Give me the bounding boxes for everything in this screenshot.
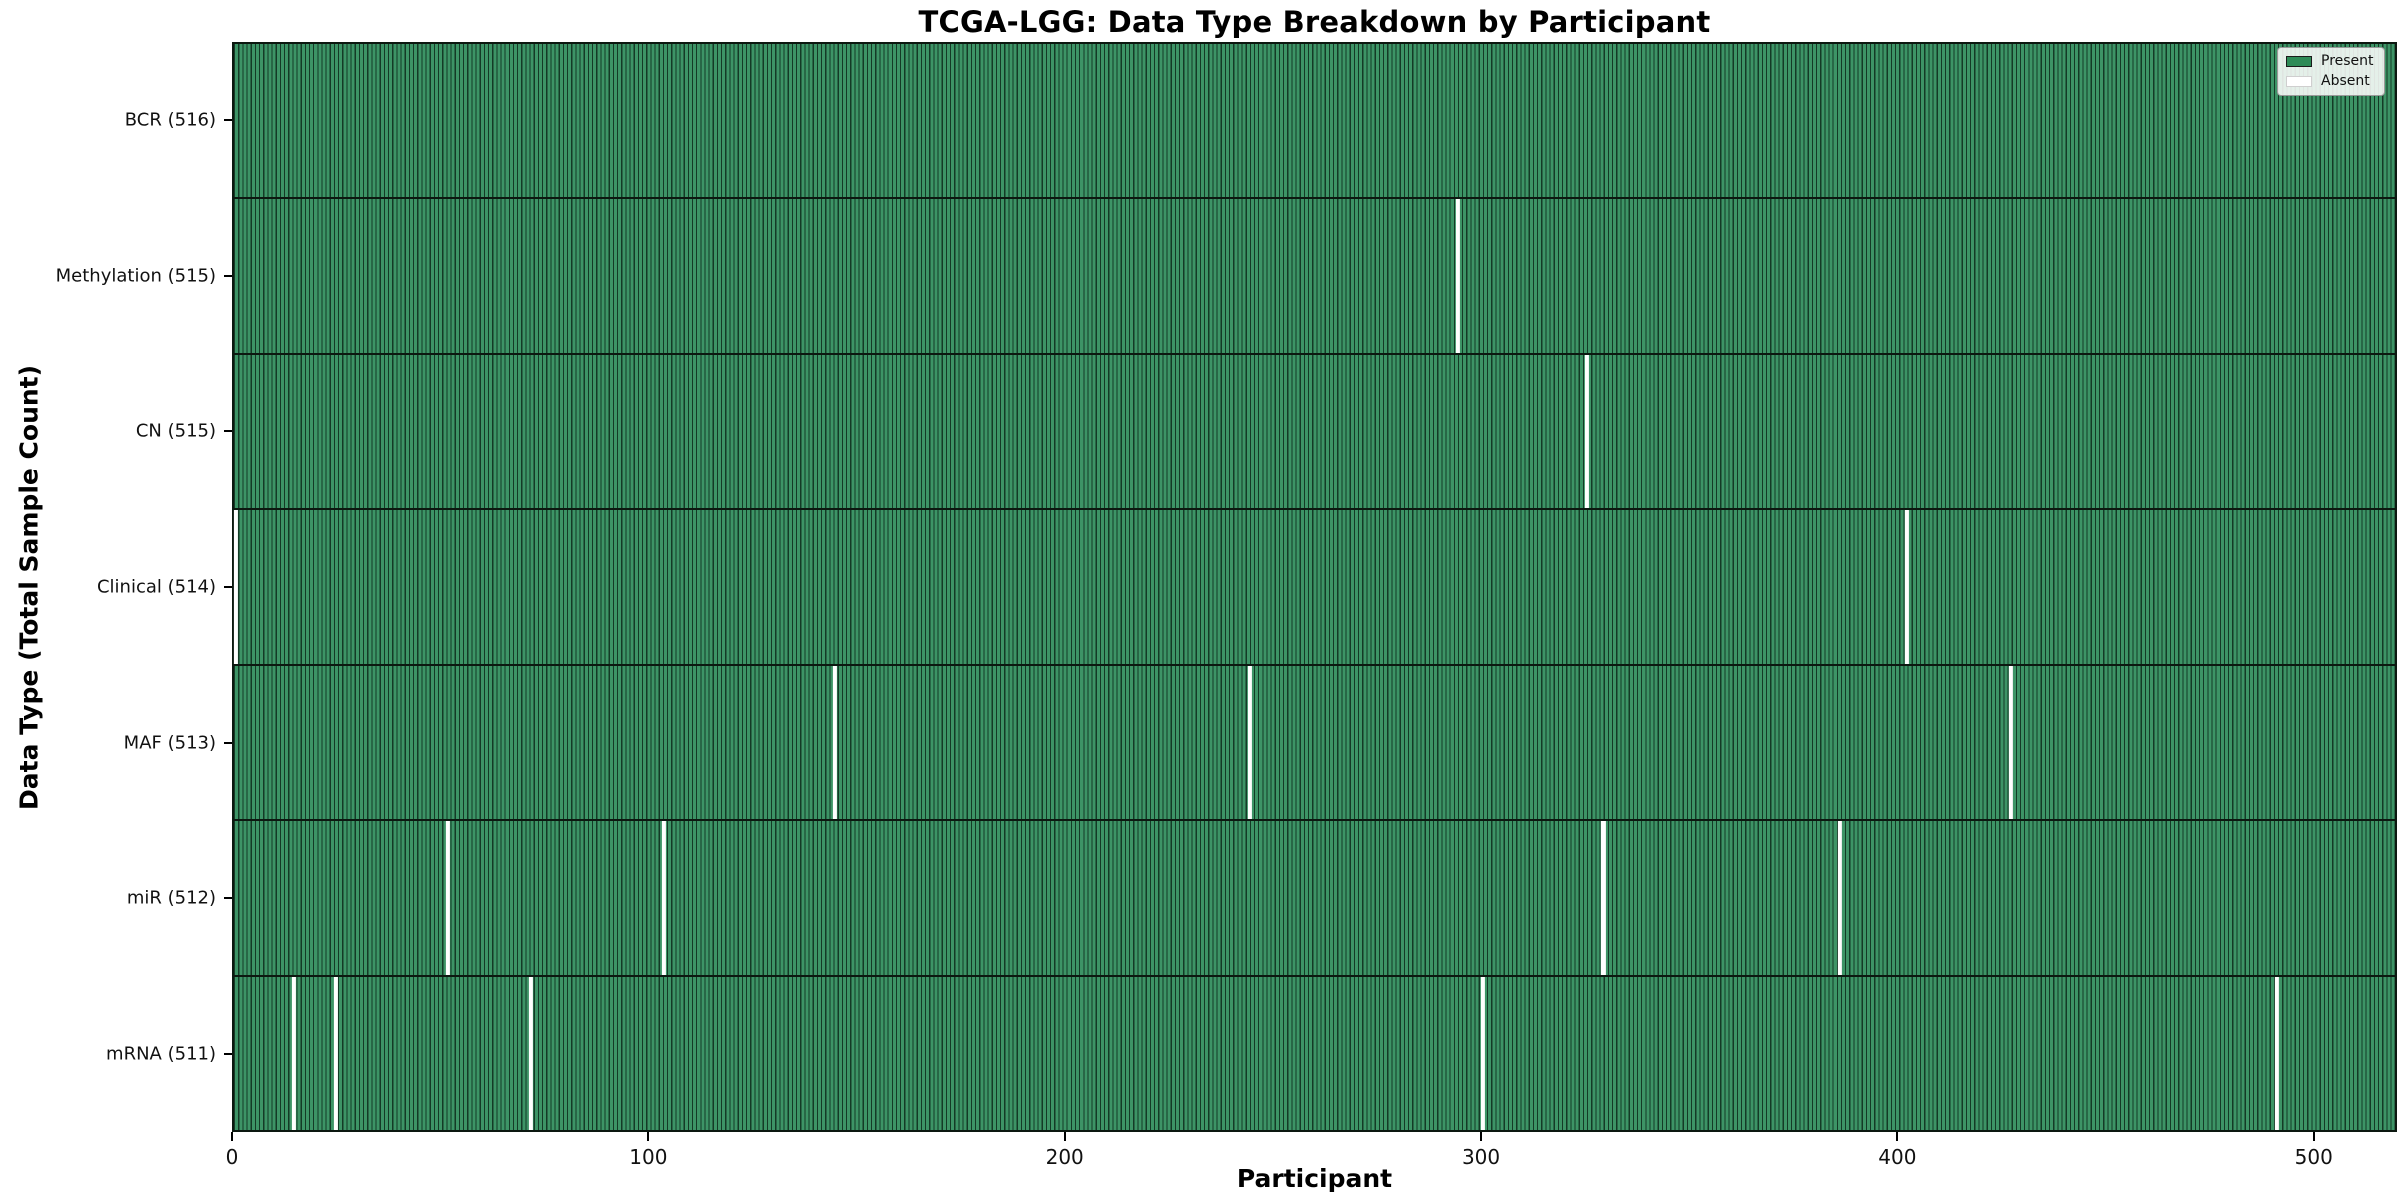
chart-row-BCR: [234, 44, 2395, 198]
absent-line: [292, 976, 297, 1130]
x-tick-label: 0: [225, 1145, 239, 1169]
x-tick-label: 100: [629, 1145, 668, 1169]
absent-line: [1247, 665, 1253, 820]
y-tick-label: mRNA (511): [106, 1043, 216, 1065]
absent-line: [1838, 821, 1843, 975]
y-tick-label: BCR (516): [124, 109, 216, 131]
x-tick-mark: [1063, 1132, 1066, 1141]
x-tick-mark: [1480, 1132, 1483, 1141]
legend-swatch-present: [2286, 55, 2312, 67]
absent-line: [2274, 976, 2279, 1130]
x-tick-mark: [2312, 1132, 2315, 1141]
y-tick-mark: [224, 1053, 232, 1056]
absent-line: [2008, 665, 2013, 820]
x-tick-label: 400: [1878, 1145, 1917, 1169]
y-tick-mark: [224, 430, 232, 433]
absent-line: [662, 821, 667, 975]
legend-entry-absent: Absent: [2286, 74, 2374, 88]
absent-line: [445, 821, 451, 975]
absent-line: [1455, 199, 1460, 353]
absent-line: [529, 976, 534, 1130]
legend-label-absent: Absent: [2321, 73, 2370, 89]
y-tick-label: Clinical (514): [96, 576, 216, 598]
absent-line: [1904, 510, 1909, 664]
x-tick-label: 300: [1461, 1145, 1501, 1169]
y-tick-mark: [224, 274, 232, 277]
absent-line: [1601, 821, 1606, 975]
x-tick-label: 500: [2294, 1145, 2333, 1169]
chart-row-mRNA: [234, 974, 2395, 1130]
legend: Present Absent: [2277, 47, 2385, 96]
legend-label-present: Present: [2321, 53, 2374, 69]
y-tick-mark: [224, 586, 232, 588]
y-tick-label: MAF (513): [123, 732, 216, 754]
chart-title: TCGA-LGG: Data Type Breakdown by Partici…: [918, 5, 1711, 39]
chart-row-MAF: [234, 663, 2395, 820]
chart-row-Clinical: [233, 508, 2395, 664]
x-tick-mark: [647, 1132, 650, 1141]
x-tick-mark: [231, 1132, 233, 1141]
y-tick-mark: [224, 741, 232, 744]
x-axis-ticks: 0 100 200 300 400 500: [226, 1132, 2397, 1196]
absent-line: [832, 665, 837, 820]
y-tick-label: CN (515): [135, 420, 216, 442]
x-tick-mark: [1896, 1132, 1899, 1141]
y-axis-tick-labels: BCR (516) Methylation (515) CN (515) Clinic…: [0, 42, 232, 1132]
chart-row-Methylation: [234, 197, 2395, 353]
x-tick-label: 200: [1045, 1145, 1084, 1169]
chart-row-miR: [234, 819, 2395, 975]
y-tick-label: miR (512): [126, 887, 216, 909]
absent-line: [1480, 976, 1485, 1130]
x-axis-label: Participant: [1236, 1164, 1393, 1193]
absent-line: [1584, 354, 1589, 509]
chart-row-CN: [234, 352, 2395, 509]
legend-entry-present: Present: [2286, 54, 2374, 68]
absent-line: [333, 976, 338, 1130]
y-tick-mark: [224, 118, 232, 121]
legend-swatch-absent: [2286, 75, 2312, 87]
y-tick-label: Methylation (515): [55, 265, 216, 287]
absent-line: [233, 510, 239, 664]
plot-area: [232, 42, 2397, 1132]
y-tick-mark: [224, 897, 232, 900]
